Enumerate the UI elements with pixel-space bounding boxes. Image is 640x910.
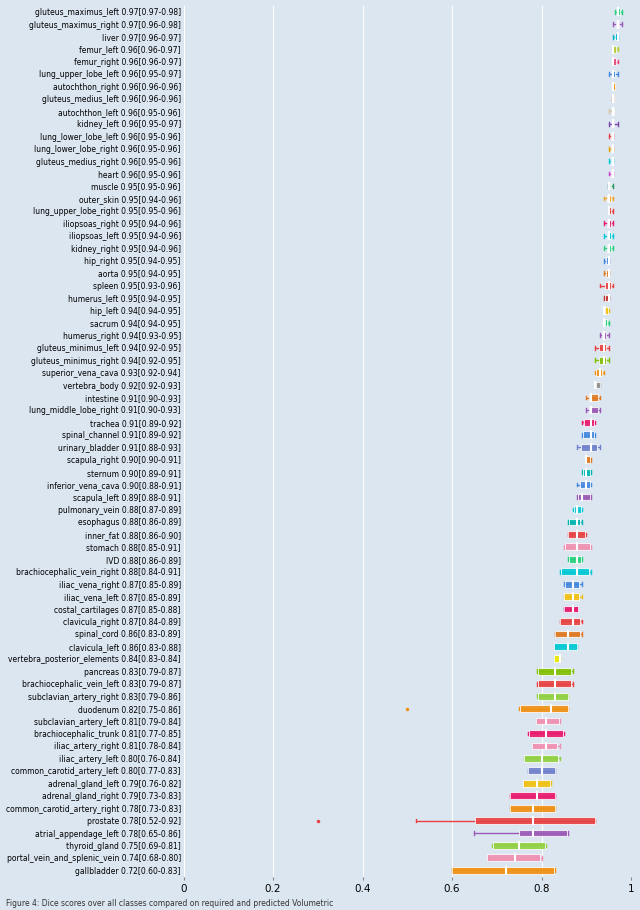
Bar: [561, 618, 580, 625]
Bar: [605, 307, 608, 314]
Bar: [611, 133, 613, 139]
Bar: [532, 743, 557, 749]
Bar: [564, 606, 578, 612]
Bar: [616, 34, 618, 40]
Bar: [554, 643, 577, 650]
Bar: [574, 506, 581, 513]
Bar: [555, 631, 580, 637]
Bar: [589, 394, 598, 401]
Bar: [596, 381, 600, 389]
Bar: [584, 419, 594, 426]
Bar: [583, 469, 591, 476]
Bar: [618, 8, 620, 15]
Bar: [565, 581, 579, 588]
Bar: [613, 58, 616, 65]
Bar: [586, 456, 591, 463]
Bar: [580, 481, 589, 488]
Bar: [561, 569, 589, 575]
Bar: [607, 220, 611, 227]
Bar: [612, 71, 615, 77]
Bar: [565, 543, 589, 551]
Bar: [520, 705, 568, 712]
Bar: [611, 146, 613, 152]
Bar: [486, 854, 540, 862]
Bar: [605, 282, 611, 289]
Text: Figure 4: Dice scores over all classes compared on required and predicted Volume: Figure 4: Dice scores over all classes c…: [6, 899, 333, 908]
Bar: [616, 21, 619, 27]
Bar: [579, 493, 589, 501]
Bar: [524, 780, 550, 786]
Bar: [538, 668, 571, 674]
Bar: [589, 407, 598, 413]
Bar: [510, 793, 555, 799]
Bar: [609, 207, 611, 214]
Bar: [607, 232, 611, 239]
Bar: [529, 730, 563, 737]
Bar: [596, 369, 602, 376]
Bar: [606, 258, 609, 264]
Bar: [568, 531, 585, 538]
Bar: [524, 755, 558, 762]
Bar: [607, 195, 611, 202]
Bar: [605, 295, 609, 301]
Bar: [475, 817, 595, 824]
Bar: [612, 108, 614, 115]
Bar: [611, 157, 612, 165]
Bar: [613, 46, 616, 53]
Bar: [452, 867, 554, 874]
Bar: [569, 519, 580, 525]
Bar: [554, 655, 560, 662]
Bar: [610, 183, 611, 189]
Bar: [536, 718, 559, 724]
Bar: [599, 344, 606, 351]
Bar: [607, 245, 611, 252]
Bar: [599, 357, 605, 364]
Bar: [538, 681, 571, 687]
Bar: [605, 269, 609, 277]
Bar: [613, 83, 614, 90]
Bar: [605, 319, 607, 327]
Bar: [519, 830, 567, 836]
Bar: [580, 444, 597, 450]
Bar: [528, 767, 555, 774]
Bar: [583, 431, 593, 439]
Bar: [569, 556, 580, 562]
Bar: [613, 96, 614, 102]
Bar: [493, 842, 545, 849]
Bar: [612, 120, 614, 127]
Bar: [538, 693, 568, 700]
Bar: [564, 593, 579, 600]
Bar: [510, 804, 555, 812]
Bar: [611, 170, 612, 177]
Bar: [602, 332, 606, 339]
